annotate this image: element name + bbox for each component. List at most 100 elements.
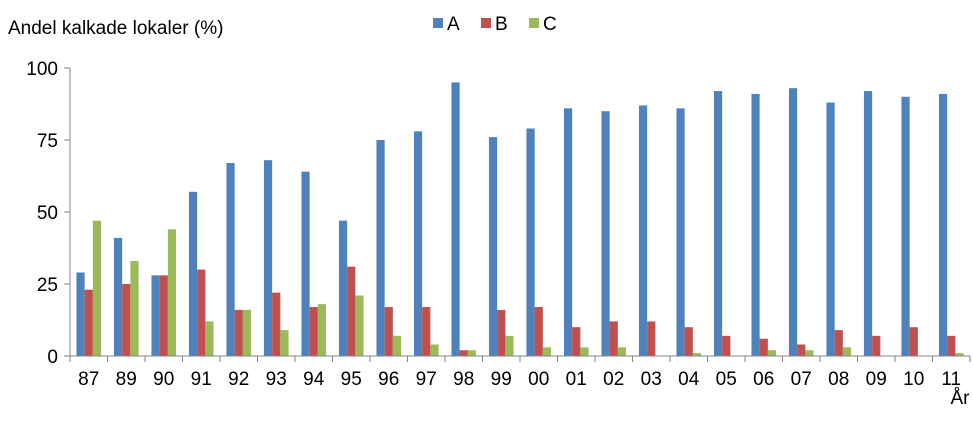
x-tick-label: 94 [303, 369, 325, 390]
x-axis-ticks: 87 89 90 91 92 93 94 95 96 97 98 99 00 01 02 03 04 05 06 07… [69, 356, 971, 390]
x-tick-label: 99 [491, 369, 512, 390]
bar-A-94 [301, 171, 310, 356]
bar-C-06 [767, 350, 777, 356]
bar-C-07 [805, 350, 814, 356]
bar-C-95 [355, 295, 364, 356]
x-tick-label: 04 [678, 369, 700, 390]
bar-A-09 [863, 91, 873, 356]
bar-A-00 [526, 128, 535, 356]
bar-A-89 [113, 237, 123, 356]
bar-A-98 [451, 82, 460, 357]
bar-A-95 [338, 220, 348, 356]
bar-B-98 [459, 350, 468, 356]
bar-C-02 [617, 347, 627, 356]
legend-swatch-A [433, 18, 443, 28]
bar-C-94 [317, 304, 327, 356]
bar-C-96 [392, 335, 402, 356]
x-tick-label: 08 [828, 369, 849, 390]
bar-C-92 [242, 309, 252, 356]
bar-A-97 [413, 131, 423, 356]
y-tick-label: 75 [37, 131, 58, 152]
bar-B-09 [872, 335, 881, 356]
y-axis-title: Andel kalkade lokaler (%) [8, 18, 223, 39]
bars [76, 82, 964, 357]
bar-B-97 [422, 307, 431, 356]
bar-B-05 [722, 335, 731, 356]
x-tick-label: 91 [191, 369, 212, 390]
bar-A-99 [488, 137, 498, 356]
bar-A-06 [751, 93, 760, 357]
x-tick-label: 96 [378, 369, 399, 390]
bar-B-89 [122, 284, 131, 356]
bar-B-02 [609, 321, 618, 356]
bar-A-02 [601, 111, 610, 356]
bar-A-03 [638, 105, 648, 356]
bar-B-92 [234, 309, 243, 356]
x-tick-label: 02 [603, 369, 624, 390]
x-tick-label: 10 [903, 369, 924, 390]
bar-A-87 [76, 272, 85, 356]
x-tick-label: 93 [266, 369, 287, 390]
bar-A-90 [151, 275, 160, 356]
x-tick-label: 05 [716, 369, 737, 390]
legend-label-A: A [447, 14, 460, 35]
bar-A-96 [376, 140, 385, 356]
bar-B-90 [159, 275, 168, 356]
x-tick-label: 95 [341, 369, 362, 390]
x-axis-title: År [951, 388, 971, 409]
bar-C-01 [580, 347, 589, 356]
x-tick-label: 92 [228, 369, 249, 390]
bar-C-90 [167, 229, 177, 356]
y-axis-ticks: 0 25 50 75 100 [26, 59, 70, 368]
bar-B-11 [947, 335, 956, 356]
bar-A-01 [563, 108, 573, 356]
legend-label-B: B [495, 14, 508, 35]
y-tick-label: 100 [26, 59, 58, 80]
bar-A-10 [901, 96, 910, 357]
bar-B-07 [797, 344, 806, 356]
bar-C-00 [542, 347, 552, 356]
x-tick-label: 09 [866, 369, 887, 390]
x-tick-label: 90 [153, 369, 174, 390]
bar-B-93 [272, 292, 281, 356]
bar-B-94 [309, 307, 318, 356]
bar-A-11 [938, 93, 948, 357]
y-tick-label: 50 [37, 203, 58, 224]
bar-A-91 [188, 191, 198, 356]
x-tick-label: 11 [941, 369, 961, 390]
bar-C-99 [505, 335, 514, 356]
x-tick-label: 87 [78, 369, 99, 390]
bar-C-98 [467, 350, 477, 356]
bar-A-05 [713, 91, 723, 356]
bar-C-91 [205, 321, 214, 356]
bar-C-11 [955, 353, 964, 356]
bar-B-99 [497, 309, 506, 356]
bar-C-93 [280, 330, 289, 356]
bar-B-10 [909, 327, 918, 356]
x-tick-label: 07 [791, 369, 812, 390]
legend: A B C [433, 14, 557, 35]
bar-B-04 [684, 327, 693, 356]
y-tick-label: 0 [47, 347, 58, 368]
bar-B-00 [534, 307, 543, 356]
x-tick-label: 98 [453, 369, 474, 390]
bar-C-97 [430, 344, 439, 356]
bar-B-96 [384, 307, 393, 356]
y-tick-label: 25 [37, 275, 58, 296]
bar-A-04 [676, 108, 685, 356]
bar-B-06 [759, 338, 768, 356]
x-tick-label: 03 [641, 369, 662, 390]
bar-C-04 [692, 353, 702, 356]
x-tick-label: 97 [416, 369, 437, 390]
bar-A-08 [826, 102, 835, 356]
bar-A-93 [263, 160, 273, 356]
legend-label-C: C [543, 14, 557, 35]
legend-swatch-B [481, 18, 491, 28]
bar-C-89 [130, 260, 139, 356]
bar-A-92 [226, 163, 235, 356]
bar-B-87 [84, 289, 93, 356]
x-tick-label: 00 [528, 369, 549, 390]
bar-C-87 [92, 220, 102, 356]
bar-B-03 [647, 321, 656, 356]
